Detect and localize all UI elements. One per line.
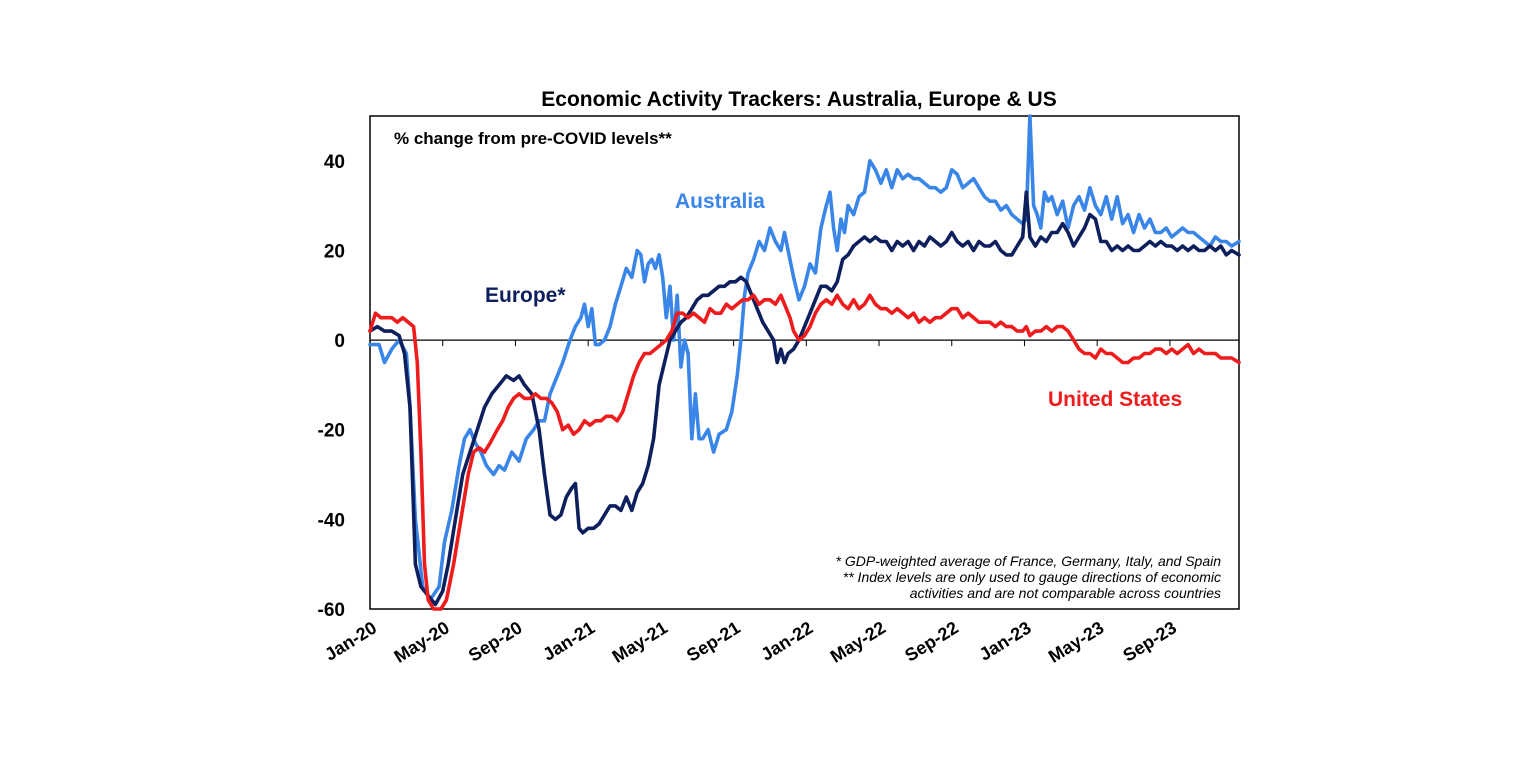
x-tick-label: Sep-21 <box>683 617 744 665</box>
series-lines <box>368 114 1241 611</box>
chart-title: Economic Activity Trackers: Australia, E… <box>541 88 1056 111</box>
y-tick-label: -60 <box>318 600 345 621</box>
series-line-united-states <box>368 293 1241 611</box>
y-tick-label: -20 <box>318 421 345 442</box>
series-label-europe: Europe* <box>485 284 566 307</box>
x-tick-label: Jan-23 <box>976 617 1035 664</box>
x-tick-label: May-20 <box>390 617 452 666</box>
x-tick-label: May-21 <box>609 617 671 666</box>
x-tick-label: May-23 <box>1045 617 1107 666</box>
x-tick-label: Sep-22 <box>901 617 962 665</box>
x-tick-label: May-22 <box>827 617 889 666</box>
x-tick-label: Jan-22 <box>757 617 816 664</box>
series-label-united-states: United States <box>1048 388 1182 411</box>
y-tick-label: -40 <box>318 510 345 531</box>
plot-area <box>369 115 1240 610</box>
y-tick-label: 0 <box>334 331 345 352</box>
x-tick-label: Sep-23 <box>1119 617 1180 665</box>
x-tick-label: Sep-20 <box>465 617 526 665</box>
footnote-europe: * GDP-weighted average of France, German… <box>836 553 1222 569</box>
footnote-index-2: activities and are not comparable across… <box>910 585 1221 601</box>
x-tick-label: Jan-21 <box>539 617 598 664</box>
series-line-europe <box>368 190 1241 607</box>
footnote-index-1: ** Index levels are only used to gauge d… <box>843 569 1221 585</box>
chart-subtitle: % change from pre-COVID levels** <box>394 129 672 148</box>
y-tick-label: 40 <box>324 152 345 173</box>
y-axis: 40 20 0 -20 -40 -60 <box>318 152 345 621</box>
x-tick-label: Jan-20 <box>321 617 380 664</box>
y-tick-label: 20 <box>324 241 345 262</box>
series-label-australia: Australia <box>675 190 765 213</box>
